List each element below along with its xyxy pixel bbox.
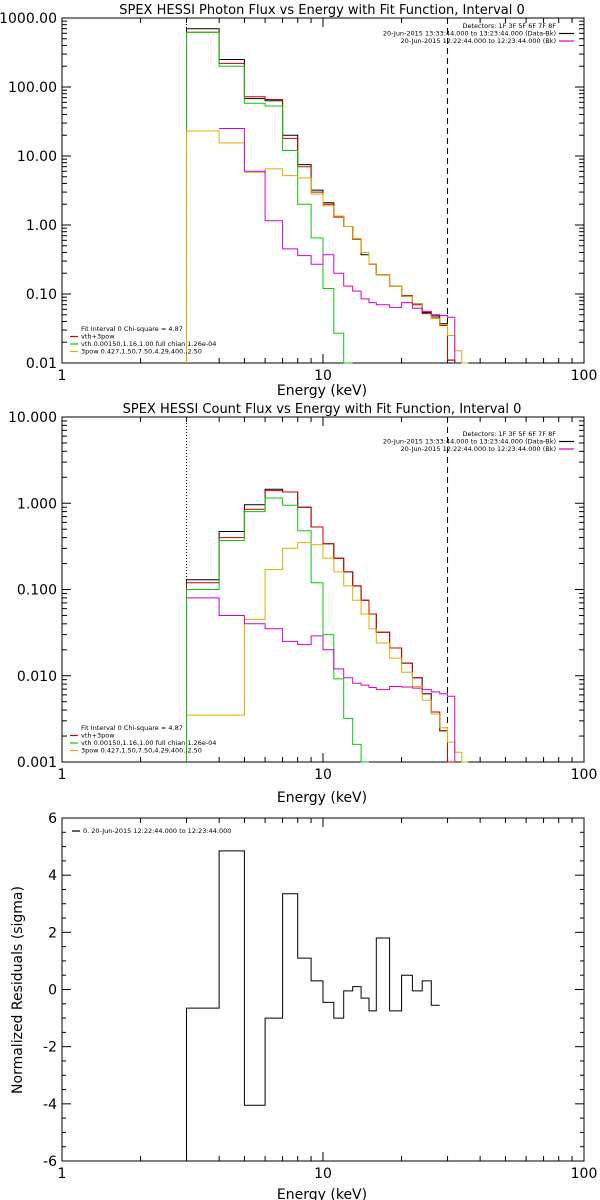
legend-bottom-left: Fit Interval 0 Chi-square = 4.87vth+3pow… <box>70 724 216 755</box>
axis-ticks: 1 10 100 10.000 1.000 0.100 0.010 0.001 <box>8 410 597 783</box>
x-axis-label: Energy (keV) <box>277 383 367 399</box>
legend-entry: vth+3pow <box>81 732 115 740</box>
legend-entry: 20-Jun-2015 12:22:44.000 to 12:23:44.000… <box>401 445 556 453</box>
chart-title: SPEX HESSI Count Flux vs Energy with Fit… <box>123 402 522 417</box>
legend-entry: 3pow 0.427,1.50,7.50,4.29,400.,2.50 <box>81 348 202 356</box>
y-tick-label: 1.00 <box>26 218 57 234</box>
y-tick-label: -6 <box>43 1154 57 1170</box>
legend-entry: 20-Jun-2015 13:33:44.000 to 13:23:44.000… <box>383 438 556 446</box>
y-axis-label: Normalized Residuals (sigma) <box>10 886 26 1094</box>
x-tick-label: 1 <box>58 368 67 384</box>
chart-title: SPEX HESSI Photon Flux vs Energy with Fi… <box>119 3 525 18</box>
legend-entry: Detectors: 1F 3F 5F 6F 7F 8F <box>462 22 556 30</box>
x-tick-label: 10 <box>314 767 332 783</box>
series-line <box>186 130 469 364</box>
count-flux-panel: SPEX HESSI Count Flux vs Energy with Fit… <box>8 402 597 806</box>
series-line <box>186 488 455 763</box>
series-line <box>186 850 440 1161</box>
legend-entry: 20-Jun-2015 12:22:44.000 to 12:23:44.000… <box>401 37 556 45</box>
series-line <box>186 28 456 363</box>
legend-entry: Detectors: 1F 3F 5F 6F 7F 8F <box>462 430 556 438</box>
legend-entry: vth 0.00150,1.16,1.00 full chian 1.26e-0… <box>81 340 216 348</box>
series-line <box>186 497 369 763</box>
residuals-panel: 1 10 100 6 4 2 0 -2 -4 -6 0. 20-Jun-2015 12:22:44… <box>10 811 597 1200</box>
x-tick-label: 1 <box>58 767 67 783</box>
legend-bottom-left: Fit Interval 0 Chi-square = 4.87vth+3pow… <box>70 325 216 356</box>
y-tick-label: 0.01 <box>26 356 57 372</box>
legend-entry: Fit Interval 0 Chi-square = 4.87 <box>81 724 183 732</box>
legend-top-right: Detectors: 1F 3F 5F 6F 7F 8F20-Jun-2015 … <box>383 430 574 453</box>
x-tick-label: 100 <box>571 1166 598 1182</box>
y-tick-label: 2 <box>48 925 57 941</box>
y-tick-label: 10.00 <box>17 149 57 165</box>
y-tick-label: 1000.00 <box>0 11 57 27</box>
y-tick-label: -2 <box>43 1040 57 1056</box>
x-axis-label: Energy (keV) <box>277 1187 367 1200</box>
y-tick-label: 4 <box>48 868 57 884</box>
x-axis-label: Energy (keV) <box>277 790 367 806</box>
y-tick-label: 0 <box>48 983 57 999</box>
legend-top-right: Detectors: 1F 3F 5F 6F 7F 8F20-Jun-2015 … <box>383 22 574 45</box>
y-tick-label: 100.00 <box>8 80 57 96</box>
data-marks <box>186 417 469 763</box>
legend-top-left: 0. 20-Jun-2015 12:22:44.000 to 12:23:44.… <box>72 827 231 835</box>
x-tick-label: 100 <box>571 368 598 384</box>
y-tick-label: 10.000 <box>8 410 57 426</box>
data-marks <box>186 18 469 364</box>
legend-entry: 20-Jun-2015 13:33:44.000 to 13:23:44.000… <box>383 30 556 38</box>
x-tick-label: 10 <box>314 1166 332 1182</box>
y-tick-label: 0.010 <box>17 669 57 685</box>
axis-ticks: 1 10 100 6 4 2 0 -2 -4 -6 <box>43 811 597 1182</box>
photon-flux-panel: SPEX HESSI Photon Flux vs Energy with Fi… <box>0 3 597 399</box>
y-tick-label: 1.000 <box>17 496 57 512</box>
data-marks <box>186 850 440 1161</box>
series-line <box>186 31 353 364</box>
y-tick-label: 0.10 <box>26 287 57 303</box>
x-tick-label: 10 <box>314 368 332 384</box>
legend-entry: vth+3pow <box>81 333 115 341</box>
legend-entry: 0. 20-Jun-2015 12:22:44.000 to 12:23:44.… <box>83 827 231 835</box>
legend-entry: 3pow 0.427,1.50,7.50,4.29,400.,2.50 <box>81 747 202 755</box>
x-tick-label: 100 <box>571 767 598 783</box>
y-tick-label: -4 <box>43 1097 57 1113</box>
series-line <box>219 128 456 363</box>
legend-entry: Fit Interval 0 Chi-square = 4.87 <box>81 325 183 333</box>
series-line <box>186 31 456 363</box>
legend-entry: vth 0.00150,1.16,1.00 full chian 1.26e-0… <box>81 739 216 747</box>
x-tick-label: 1 <box>58 1166 67 1182</box>
series-line <box>186 542 469 763</box>
y-tick-label: 6 <box>48 811 57 827</box>
series-line <box>186 597 456 762</box>
axis-ticks: 1 10 100 1000.00 100.00 10.00 1.00 0.10 0.01 <box>0 11 597 384</box>
y-tick-label: 0.100 <box>17 583 57 599</box>
y-tick-label: 0.001 <box>17 755 57 771</box>
